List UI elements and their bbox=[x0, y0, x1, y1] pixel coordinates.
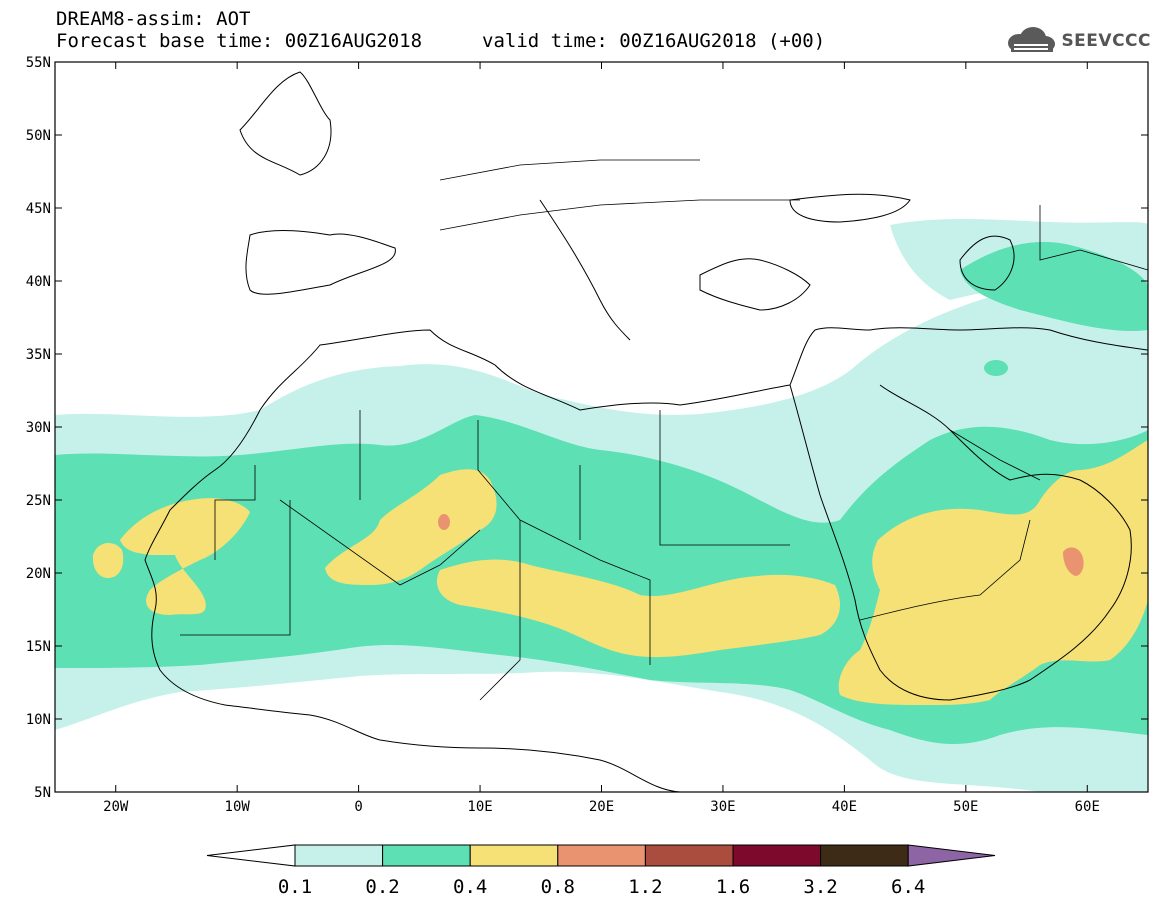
lat-tick-label: 10N bbox=[26, 712, 51, 728]
colorbar-box bbox=[469, 844, 559, 867]
aot-band-0-8 bbox=[438, 514, 1084, 576]
colorbar-box bbox=[557, 844, 646, 867]
colorbar-box bbox=[820, 844, 909, 867]
map-title: DREAM8-assim: AOT bbox=[56, 8, 251, 30]
forecast-time-line: Forecast base time: 00Z16AUG2018 valid ti… bbox=[56, 30, 825, 52]
lat-tick-label: 40N bbox=[26, 274, 51, 290]
colorbar: 0.1 0.2 0.4 0.8 1.2 1.6 3.2 6.4 bbox=[206, 844, 996, 898]
colorbar-level-label: 1.6 bbox=[716, 876, 750, 898]
colorbar-level-label: 0.2 bbox=[365, 876, 399, 898]
lon-tick-label: 20W bbox=[103, 799, 129, 815]
colorbar-box bbox=[382, 844, 471, 867]
lat-tick-label: 30N bbox=[26, 420, 51, 436]
lat-tick-label: 5N bbox=[34, 785, 51, 801]
cloud-icon bbox=[1008, 27, 1056, 52]
colorbar-level-label: 0.8 bbox=[541, 876, 575, 898]
aot-field bbox=[55, 62, 1148, 792]
lon-tick-label: 50E bbox=[953, 799, 978, 815]
colorbar-box bbox=[732, 844, 822, 867]
lat-tick-label: 15N bbox=[26, 639, 51, 655]
colorbar-level-label: 6.4 bbox=[891, 876, 925, 898]
aot-band-0-4 bbox=[92, 440, 1148, 705]
lat-tick-label: 25N bbox=[26, 493, 51, 509]
colorbar-arrow-low bbox=[206, 844, 296, 867]
lon-tick-label: 40E bbox=[832, 799, 857, 815]
lon-tick-label: 0 bbox=[354, 799, 362, 815]
latitude-axis: 55N 50N 45N 40N 35N 30N 25N 20N 15N 10N 5N bbox=[26, 55, 1148, 801]
colorbar-level-label: 3.2 bbox=[803, 876, 837, 898]
country-borders bbox=[180, 159, 1148, 701]
valid-time-label: valid time: 00Z16AUG2018 (+00) bbox=[482, 30, 826, 52]
lon-tick-label: 10E bbox=[467, 799, 492, 815]
coastlines bbox=[144, 71, 1148, 792]
lat-tick-label: 45N bbox=[26, 201, 51, 217]
lon-tick-label: 20E bbox=[589, 799, 614, 815]
longitude-axis: 20W 10W 0 10E 20E 30E 40E 50E 60E bbox=[103, 62, 1100, 815]
lat-tick-label: 55N bbox=[26, 55, 51, 71]
lat-tick-label: 20N bbox=[26, 566, 51, 582]
lat-tick-label: 50N bbox=[26, 128, 51, 144]
lon-tick-label: 30E bbox=[710, 799, 735, 815]
lat-tick-label: 35N bbox=[26, 347, 51, 363]
logo-text: SEEVCCC bbox=[1061, 31, 1151, 51]
seevccc-logo: SEEVCCC bbox=[1005, 26, 1151, 56]
base-time-label: Forecast base time: 00Z16AUG2018 bbox=[56, 30, 423, 52]
colorbar-box bbox=[294, 844, 384, 867]
colorbar-box bbox=[644, 844, 734, 867]
colorbar-level-label: 0.1 bbox=[278, 876, 312, 898]
colorbar-arrow-high bbox=[907, 844, 996, 867]
lon-tick-label: 10W bbox=[225, 799, 251, 815]
lon-tick-label: 60E bbox=[1075, 799, 1100, 815]
colorbar-level-label: 0.4 bbox=[453, 876, 487, 898]
colorbar-level-label: 1.2 bbox=[628, 876, 662, 898]
